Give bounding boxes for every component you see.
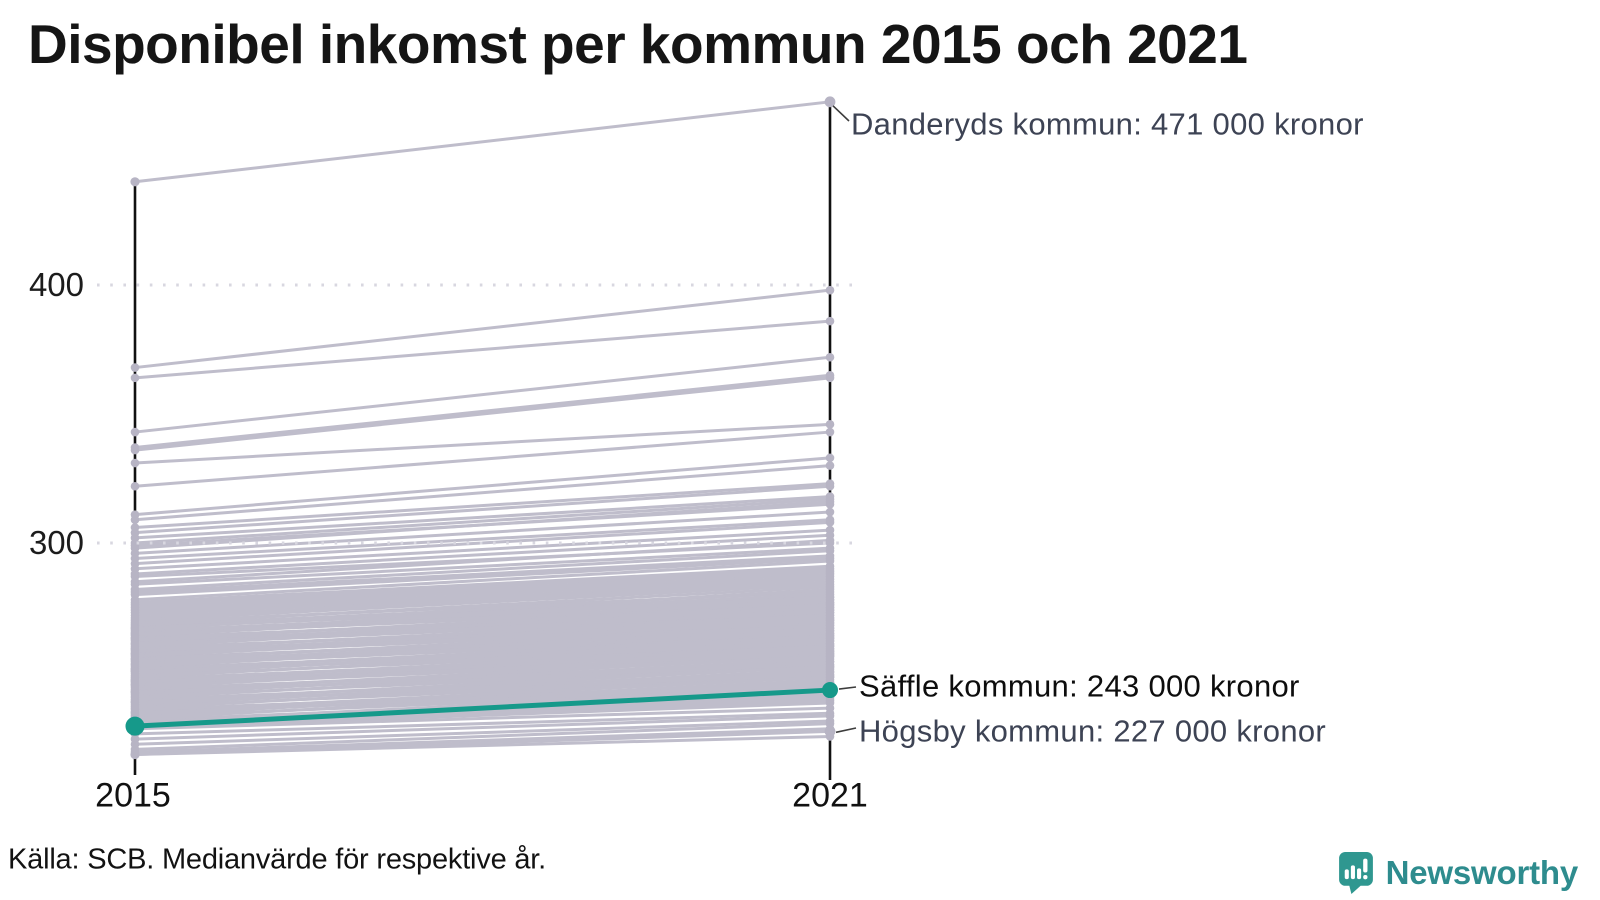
chart-title: Disponibel inkomst per kommun 2015 och 2… bbox=[28, 13, 1248, 75]
annotation-hogsby: Högsby kommun: 227 000 kronor bbox=[859, 713, 1327, 749]
annotation-saffle: Säffle kommun: 243 000 kronor bbox=[859, 668, 1300, 704]
source-note: Källa: SCB. Medianvärde för respektive å… bbox=[8, 843, 547, 876]
annotation-danderyd: Danderyds kommun: 471 000 kronor bbox=[851, 106, 1364, 142]
newsworthy-logo-icon bbox=[1338, 852, 1373, 894]
x-label-2015: 2015 bbox=[95, 776, 171, 815]
newsworthy-logo-text: Newsworthy bbox=[1385, 854, 1579, 891]
x-label-2021: 2021 bbox=[792, 776, 868, 815]
y-tick-300: 300 bbox=[28, 524, 84, 561]
y-tick-400: 400 bbox=[28, 266, 84, 303]
newsworthy-logo: Newsworthy bbox=[1338, 852, 1579, 894]
